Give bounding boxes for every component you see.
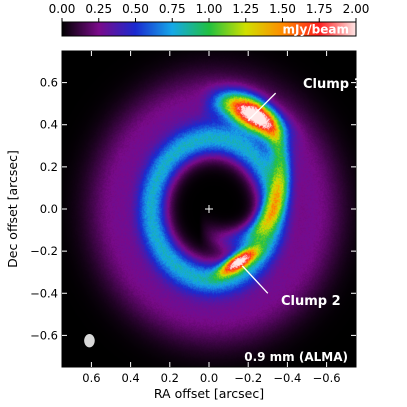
y-tick-label: −0.4 [30, 286, 58, 300]
x-tick-label: −0.2 [234, 371, 262, 385]
wavelength-label: 0.9 mm (ALMA) [244, 350, 348, 364]
clump2-label: Clump 2 [281, 294, 341, 309]
x-axis-label: RA offset [arcsec] [154, 386, 264, 401]
plot-area: Clump 1 Clump 2 0.9 mm (ALMA) [61, 50, 363, 368]
colorbar-unit: mJy/beam [282, 23, 349, 37]
y-tick-label: 0.6 [40, 76, 58, 90]
colorbar-tick-label: 0.00 [49, 2, 76, 16]
y-axis-label: Dec offset [arcsec] [5, 150, 20, 268]
x-axis: 0.6 0.4 0.2 0.0 −0.2 −0.4 −0.6 [82, 51, 341, 385]
colorbar-tick-label: 1.75 [306, 2, 333, 16]
x-tick-label: 0.0 [200, 371, 218, 385]
y-tick-label: 0.2 [40, 160, 58, 174]
center-marker [205, 205, 213, 213]
x-tick-label: 0.6 [82, 371, 100, 385]
y-tick-label: 0.4 [40, 118, 58, 132]
y-tick-label: −0.6 [30, 328, 58, 342]
colorbar-tick-label: 0.75 [159, 2, 186, 16]
y-tick-label: 0.0 [40, 202, 58, 216]
colorbar-tick-label: 1.00 [196, 2, 223, 16]
clump1-label: Clump 1 [303, 77, 363, 92]
colorbar-tick-label: 2.00 [343, 2, 370, 16]
x-tick-label: 0.2 [161, 371, 179, 385]
y-axis: 0.6 0.4 0.2 0.0 −0.2 −0.4 −0.6 [30, 76, 356, 342]
colorbar-tick-label: 1.50 [269, 2, 296, 16]
colorbar-ticks: 0.00 0.25 0.50 0.75 1.00 1.25 1.50 1.75 2.00 [49, 2, 370, 22]
y-tick-label: −0.2 [30, 244, 58, 258]
clump2-pointer [241, 265, 269, 294]
x-tick-label: 0.4 [121, 371, 139, 385]
beam-ellipse [84, 334, 95, 348]
colorbar-tick-label: 1.25 [232, 2, 259, 16]
x-tick-label: −0.6 [313, 371, 341, 385]
colorbar-tick-label: 0.50 [122, 2, 149, 16]
colorbar: mJy/beam 0.00 0.25 0.50 0.75 1.00 1.25 1.50 1.7… [49, 2, 370, 37]
clump1-pointer [247, 92, 277, 121]
colorbar-tick-label: 0.25 [85, 2, 112, 16]
x-tick-label: −0.4 [273, 371, 301, 385]
